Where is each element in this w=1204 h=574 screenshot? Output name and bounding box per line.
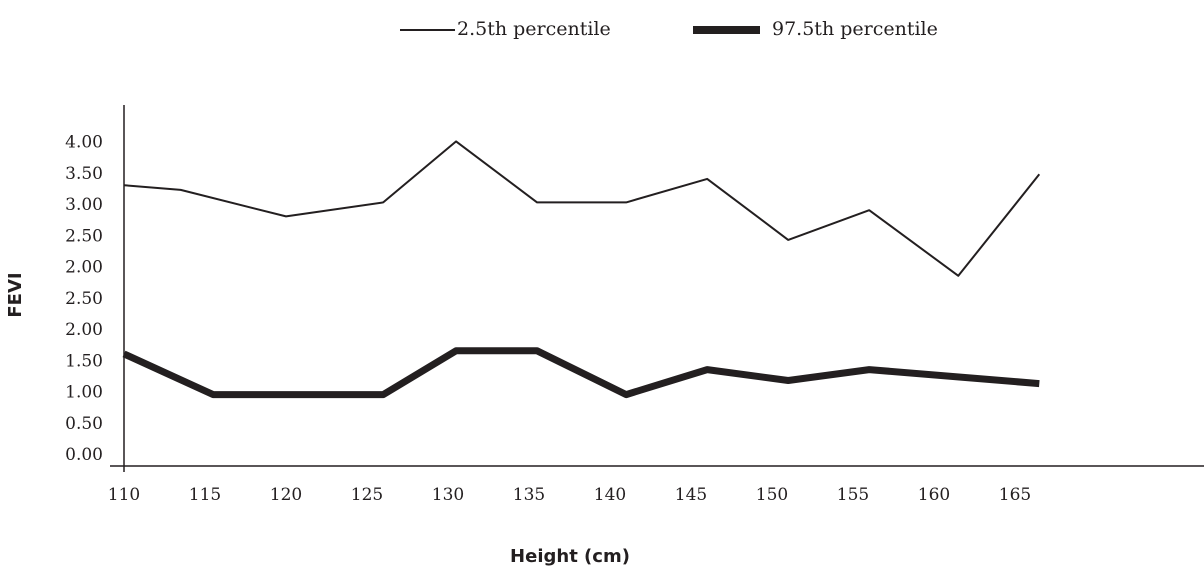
x-tick-label: 145 (675, 485, 707, 505)
x-tick-label: 140 (594, 485, 626, 505)
x-tick-label: 120 (270, 485, 302, 505)
x-tick-label: 110 (108, 485, 140, 505)
x-tick-labels: 110 115 120 125 130 135 140 145 150 155 160 165 (108, 485, 1031, 505)
y-tick-label: 1.00 (65, 383, 103, 403)
y-tick-label: 0.00 (65, 445, 103, 465)
series-line-97.5th-percentile (122, 347, 1040, 399)
x-tick-label: 160 (918, 485, 950, 505)
x-axis-title: Height (cm) (510, 546, 630, 567)
y-tick-label: 3.00 (65, 195, 103, 215)
y-tick-label: 2.00 (65, 320, 103, 340)
legend-label-97.5th-percentile: 97.5th percentile (772, 18, 938, 40)
y-tick-label: 2.50 (65, 226, 103, 246)
series-layer (122, 140, 1041, 399)
y-tick-label: 0.50 (65, 414, 103, 434)
y-tick-label: 2.50 (65, 289, 103, 309)
y-tick-label: 2.00 (65, 258, 103, 278)
series-line-2.5th-percentile (123, 140, 1041, 277)
x-tick-label: 155 (837, 485, 869, 505)
x-tick-label: 135 (513, 485, 545, 505)
legend: 2.5th percentile 97.5th percentile (400, 18, 938, 40)
x-tick-label: 150 (756, 485, 788, 505)
y-tick-label: 3.50 (65, 164, 103, 184)
x-tick-label: 115 (189, 485, 221, 505)
x-tick-label: 125 (351, 485, 383, 505)
legend-label-2.5th-percentile: 2.5th percentile (457, 18, 611, 40)
y-axis-title: FEVI (5, 272, 26, 317)
y-tick-label: 4.00 (65, 133, 103, 153)
y-tick-labels: 0.00 0.50 1.00 1.50 2.00 2.50 2.00 2.50 3.00 3.50… (65, 133, 103, 466)
y-tick-label: 1.50 (65, 351, 103, 371)
x-tick-label: 130 (432, 485, 464, 505)
x-tick-label: 165 (999, 485, 1031, 505)
